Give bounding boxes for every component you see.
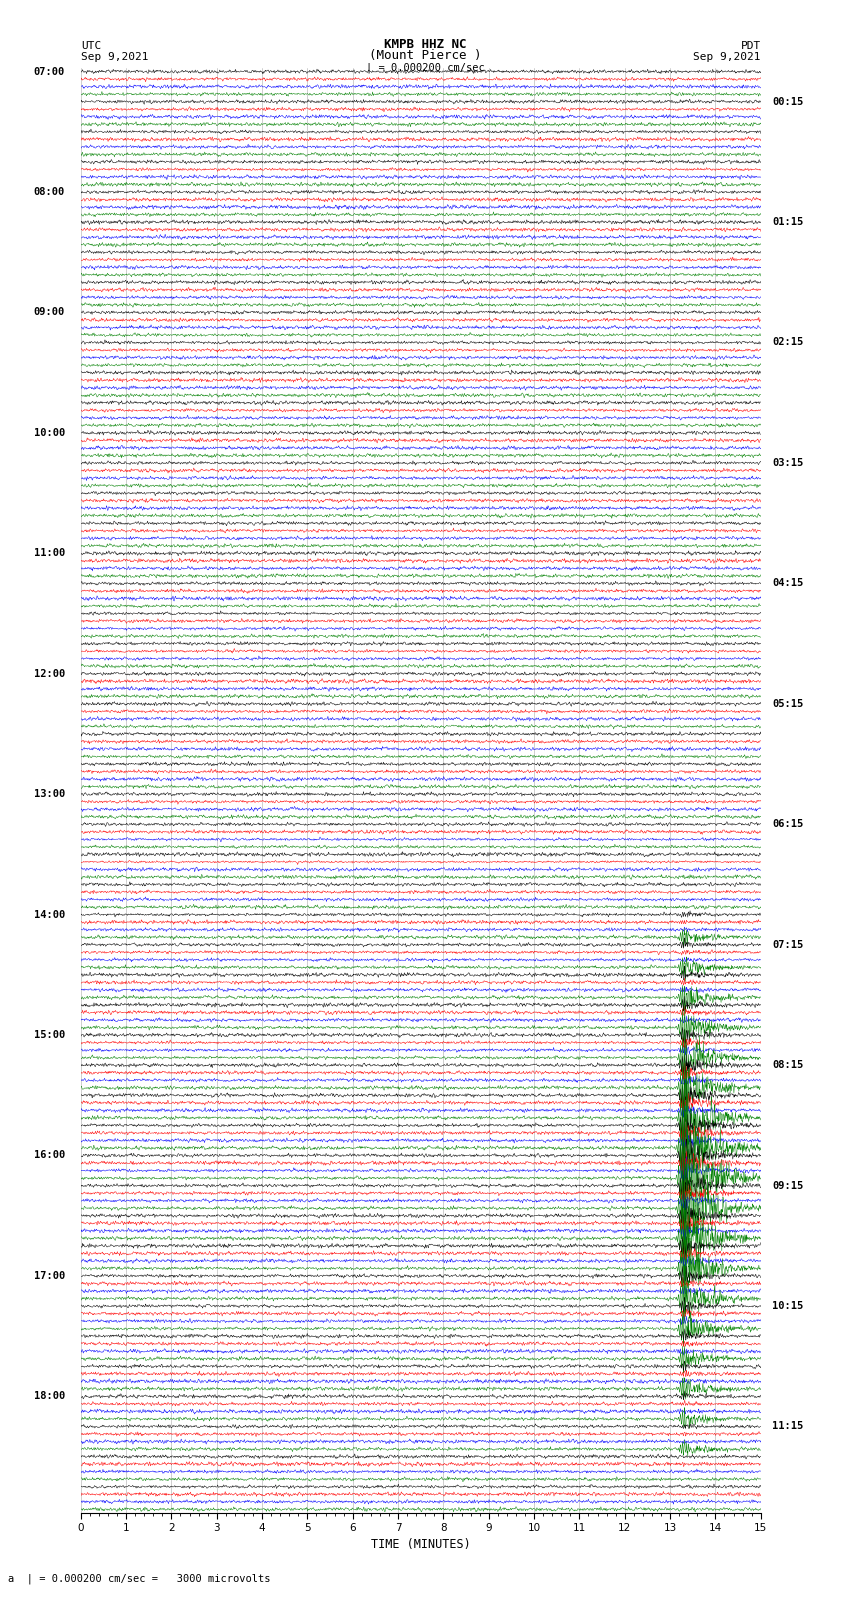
Text: 11:15: 11:15 [772, 1421, 803, 1431]
Text: 14:00: 14:00 [34, 910, 65, 919]
Text: 18:00: 18:00 [34, 1392, 65, 1402]
Text: (Mount Pierce ): (Mount Pierce ) [369, 48, 481, 63]
Text: 06:15: 06:15 [772, 819, 803, 829]
Text: PDT: PDT [740, 40, 761, 50]
Text: Sep 9,2021: Sep 9,2021 [81, 52, 148, 63]
Text: 05:15: 05:15 [772, 698, 803, 708]
Text: Sep 9,2021: Sep 9,2021 [694, 52, 761, 63]
Text: UTC: UTC [81, 40, 101, 50]
Text: 16:00: 16:00 [34, 1150, 65, 1160]
X-axis label: TIME (MINUTES): TIME (MINUTES) [371, 1537, 471, 1550]
Text: 00:15: 00:15 [772, 97, 803, 106]
Text: 09:00: 09:00 [34, 308, 65, 318]
Text: 11:00: 11:00 [34, 548, 65, 558]
Text: 02:15: 02:15 [772, 337, 803, 347]
Text: 01:15: 01:15 [772, 218, 803, 227]
Text: 07:00: 07:00 [34, 66, 65, 76]
Text: 17:00: 17:00 [34, 1271, 65, 1281]
Text: 09:15: 09:15 [772, 1181, 803, 1190]
Text: 10:00: 10:00 [34, 427, 65, 437]
Text: 08:00: 08:00 [34, 187, 65, 197]
Text: | = 0.000200 cm/sec: | = 0.000200 cm/sec [366, 63, 484, 73]
Text: 15:00: 15:00 [34, 1031, 65, 1040]
Text: 04:15: 04:15 [772, 579, 803, 589]
Text: a  | = 0.000200 cm/sec =   3000 microvolts: a | = 0.000200 cm/sec = 3000 microvolts [8, 1573, 271, 1584]
Text: 10:15: 10:15 [772, 1302, 803, 1311]
Text: KMPB HHZ NC: KMPB HHZ NC [383, 37, 467, 50]
Text: 08:15: 08:15 [772, 1060, 803, 1069]
Text: 12:00: 12:00 [34, 669, 65, 679]
Text: 03:15: 03:15 [772, 458, 803, 468]
Text: 07:15: 07:15 [772, 940, 803, 950]
Text: 13:00: 13:00 [34, 789, 65, 798]
